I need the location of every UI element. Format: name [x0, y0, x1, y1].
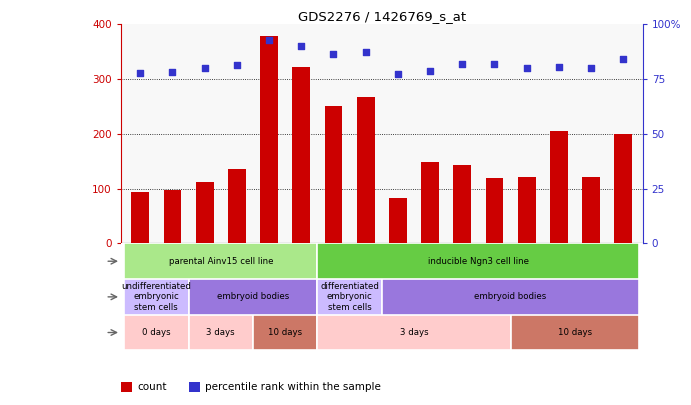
Point	[392, 70, 404, 77]
Text: percentile rank within the sample: percentile rank within the sample	[205, 382, 381, 392]
Text: 10 days: 10 days	[268, 328, 302, 337]
Bar	[518, 177, 536, 243]
Text: differentiated
embryonic
stem cells: differentiated embryonic stem cells	[320, 282, 379, 312]
Point	[618, 56, 629, 63]
Point	[360, 49, 371, 55]
Point	[521, 65, 532, 71]
Bar	[189, 382, 200, 392]
Text: 0 days: 0 days	[142, 328, 171, 337]
Title: GDS2276 / 1426769_s_at: GDS2276 / 1426769_s_at	[298, 10, 466, 23]
Bar	[453, 165, 471, 243]
Text: embryoid bodies: embryoid bodies	[475, 292, 547, 301]
Bar	[550, 131, 568, 243]
Bar	[189, 315, 253, 350]
Bar	[228, 169, 246, 243]
Bar	[121, 382, 133, 392]
Point	[424, 68, 435, 74]
Bar	[317, 315, 511, 350]
Text: count: count	[138, 382, 167, 392]
Bar	[357, 97, 375, 243]
Text: inducible Ngn3 cell line: inducible Ngn3 cell line	[428, 257, 529, 266]
Bar	[381, 279, 639, 315]
Text: 3 days: 3 days	[207, 328, 235, 337]
Bar	[325, 107, 342, 243]
Text: 3 days: 3 days	[399, 328, 428, 337]
Bar	[511, 315, 639, 350]
Bar	[583, 177, 600, 243]
Bar	[124, 315, 189, 350]
Bar	[486, 178, 503, 243]
Text: 10 days: 10 days	[558, 328, 592, 337]
Point	[296, 43, 307, 49]
Point	[199, 65, 210, 71]
Point	[585, 65, 596, 71]
Bar	[196, 181, 214, 243]
Text: parental Ainv15 cell line: parental Ainv15 cell line	[169, 257, 273, 266]
Bar	[253, 315, 317, 350]
Bar	[614, 134, 632, 243]
Bar	[292, 67, 310, 243]
Text: undifferentiated
embryonic
stem cells: undifferentiated embryonic stem cells	[122, 282, 191, 312]
Point	[457, 60, 468, 67]
Point	[489, 60, 500, 67]
Bar	[422, 162, 439, 243]
Point	[263, 36, 274, 43]
Point	[167, 69, 178, 75]
Point	[328, 51, 339, 58]
Point	[231, 62, 243, 68]
Point	[135, 69, 146, 76]
Point	[553, 64, 565, 70]
Bar	[261, 36, 278, 243]
Text: embryoid bodies: embryoid bodies	[217, 292, 289, 301]
Bar	[131, 192, 149, 243]
Bar	[317, 243, 639, 279]
Bar	[317, 279, 381, 315]
Bar	[164, 190, 181, 243]
Bar	[124, 243, 317, 279]
Bar	[389, 198, 407, 243]
Bar	[189, 279, 317, 315]
Bar	[124, 279, 189, 315]
